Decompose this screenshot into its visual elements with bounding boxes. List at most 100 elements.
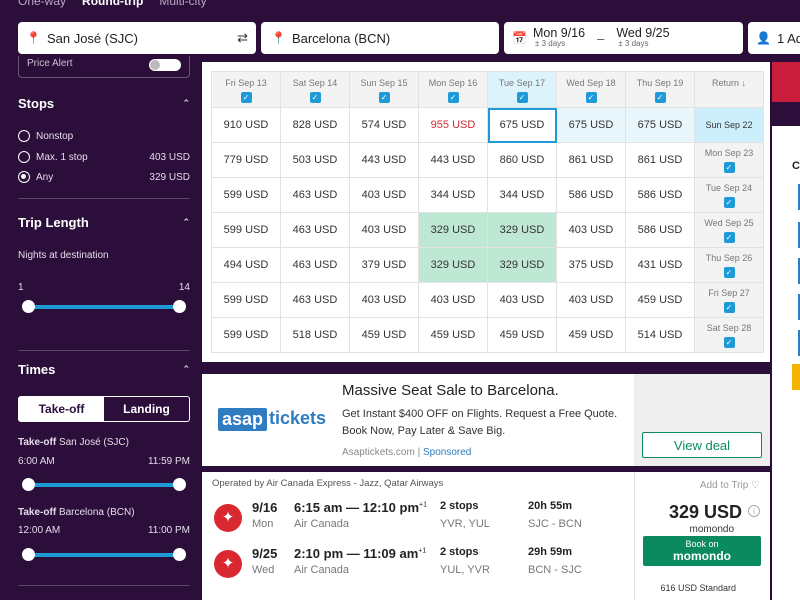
depart-date-header[interactable]: Mon Sep 16 ✓ (418, 71, 488, 108)
price-cell[interactable]: 329 USD (487, 212, 557, 248)
ad-title[interactable]: Massive Seat Sale to Barcelona. (342, 382, 559, 399)
price-cell[interactable]: 443 USD (349, 142, 419, 178)
price-alert-toggle[interactable] (149, 59, 181, 71)
price-cell[interactable]: 329 USD (487, 247, 557, 283)
radio-icon[interactable] (18, 151, 30, 163)
checkbox-icon[interactable]: ✓ (585, 92, 597, 103)
checkbox-icon[interactable]: ✓ (723, 161, 735, 173)
price-cell[interactable]: 518 USD (280, 317, 350, 353)
chevron-up-icon[interactable]: ⌃ (182, 217, 190, 227)
takeoff-dest-slider[interactable] (22, 548, 186, 561)
sponsored-ad[interactable]: asap tickets Massive Seat Sale to Barcel… (202, 374, 770, 466)
price-cell[interactable]: 329 USD (418, 212, 488, 248)
price-cell[interactable]: 574 USD (349, 107, 419, 143)
stops-option-nonstop[interactable]: Nonstop (18, 130, 190, 142)
takeoff-origin-slider[interactable] (22, 478, 186, 491)
slider-handle-min[interactable] (22, 478, 35, 491)
price-cell[interactable]: 861 USD (556, 142, 626, 178)
alt-price[interactable]: 616 USD Standard (660, 583, 736, 593)
price-cell[interactable]: 514 USD (625, 317, 695, 353)
stops-title[interactable]: Stops ⌃ (18, 96, 190, 111)
price-cell[interactable]: 403 USD (418, 282, 488, 318)
tab-landing[interactable]: Landing (123, 402, 170, 416)
book-button[interactable]: Book on momondo (643, 536, 761, 566)
price-cell[interactable]: 586 USD (556, 177, 626, 213)
return-date-header[interactable]: Tue Sep 24 ✓ (694, 177, 764, 213)
price-cell[interactable]: 403 USD (349, 282, 419, 318)
flight-result-card[interactable]: Operated by Air Canada Express - Jazz, Q… (202, 472, 770, 600)
price-cell[interactable]: 675 USD (556, 107, 626, 143)
return-date-header[interactable]: Mon Sep 23 ✓ (694, 142, 764, 178)
price-cell[interactable]: 955 USD (418, 107, 488, 143)
tab-multi-city[interactable]: Multi-city (159, 0, 207, 8)
checkbox-icon[interactable]: ✓ (309, 92, 321, 103)
price-cell[interactable]: 379 USD (349, 247, 419, 283)
price-cell[interactable]: 586 USD (625, 177, 695, 213)
slider-handle-max[interactable] (173, 478, 186, 491)
price-cell[interactable]: 599 USD (211, 317, 281, 353)
price-cell[interactable]: 463 USD (280, 247, 350, 283)
tab-take-off[interactable]: Take-off (19, 397, 104, 421)
radio-icon[interactable] (18, 130, 30, 142)
return-date-header[interactable]: Fri Sep 27 ✓ (694, 282, 764, 318)
price-cell[interactable]: 503 USD (280, 142, 350, 178)
destination-field[interactable]: 📍 Barcelona (BCN) (261, 22, 499, 54)
price-cell[interactable]: 675 USD (625, 107, 695, 143)
price-cell[interactable]: 675 USD (487, 107, 557, 143)
checkbox-icon[interactable]: ✓ (240, 92, 252, 103)
depart-date-header[interactable]: Tue Sep 17 ✓ (487, 71, 557, 108)
price-cell[interactable]: 459 USD (418, 317, 488, 353)
price-cell[interactable]: 403 USD (349, 177, 419, 213)
price-cell[interactable]: 910 USD (211, 107, 281, 143)
price-cell[interactable]: 443 USD (418, 142, 488, 178)
price-cell[interactable]: 403 USD (487, 282, 557, 318)
origin-field[interactable]: 📍 San José (SJC) ⇄ (18, 22, 256, 54)
price-cell[interactable]: 828 USD (280, 107, 350, 143)
checkbox-icon[interactable]: ✓ (723, 336, 735, 348)
checkbox-icon[interactable]: ✓ (516, 92, 528, 103)
price-cell[interactable]: 329 USD (418, 247, 488, 283)
slider-handle-min[interactable] (22, 548, 35, 561)
price-cell[interactable]: 403 USD (556, 282, 626, 318)
return-date[interactable]: Wed 9/25 ± 3 days (616, 25, 670, 49)
price-cell[interactable]: 463 USD (280, 212, 350, 248)
price-cell[interactable]: 494 USD (211, 247, 281, 283)
price-cell[interactable]: 779 USD (211, 142, 281, 178)
checkbox-icon[interactable]: ✓ (723, 266, 735, 278)
checkbox-icon[interactable]: ✓ (723, 196, 735, 208)
chevron-up-icon[interactable]: ⌃ (182, 364, 190, 374)
checkbox-icon[interactable]: ✓ (723, 301, 735, 313)
side-panel-field[interactable] (798, 294, 800, 320)
price-cell[interactable]: 860 USD (487, 142, 557, 178)
price-cell[interactable]: 586 USD (625, 212, 695, 248)
price-cell[interactable]: 344 USD (418, 177, 488, 213)
swap-icon[interactable]: ⇄ (237, 30, 248, 45)
price-cell[interactable]: 375 USD (556, 247, 626, 283)
return-date-header[interactable]: Thu Sep 26 ✓ (694, 247, 764, 283)
slider-handle-min[interactable] (22, 300, 35, 313)
price-cell[interactable]: 431 USD (625, 247, 695, 283)
heart-icon[interactable]: ♡ (751, 480, 760, 491)
side-panel-field[interactable] (798, 330, 800, 356)
price-cell[interactable]: 459 USD (625, 282, 695, 318)
checkbox-icon[interactable]: ✓ (723, 231, 735, 243)
checkbox-icon[interactable]: ✓ (378, 92, 390, 103)
tab-one-way[interactable]: One-way (18, 0, 67, 8)
promo-banner[interactable] (772, 62, 800, 102)
slider-handle-max[interactable] (173, 300, 186, 313)
price-cell[interactable]: 459 USD (349, 317, 419, 353)
dates-field[interactable]: 📅 Mon 9/16 ± 3 days – Wed 9/25 ± 3 days (504, 22, 743, 54)
return-date-header[interactable]: Wed Sep 25 ✓ (694, 212, 764, 248)
radio-selected-icon[interactable] (18, 171, 30, 183)
checkbox-icon[interactable]: ✓ (654, 92, 666, 103)
return-header[interactable]: Return ↓ (694, 71, 764, 108)
slider-handle-max[interactable] (173, 548, 186, 561)
return-date-header[interactable]: Sat Sep 28 ✓ (694, 317, 764, 353)
nights-slider[interactable] (22, 300, 186, 313)
price-cell[interactable]: 861 USD (625, 142, 695, 178)
depart-date-header[interactable]: Thu Sep 19 ✓ (625, 71, 695, 108)
side-panel-button[interactable] (792, 364, 800, 390)
depart-date-header[interactable]: Fri Sep 13 ✓ (211, 71, 281, 108)
info-icon[interactable]: i (748, 505, 760, 517)
chevron-up-icon[interactable]: ⌃ (182, 98, 190, 108)
